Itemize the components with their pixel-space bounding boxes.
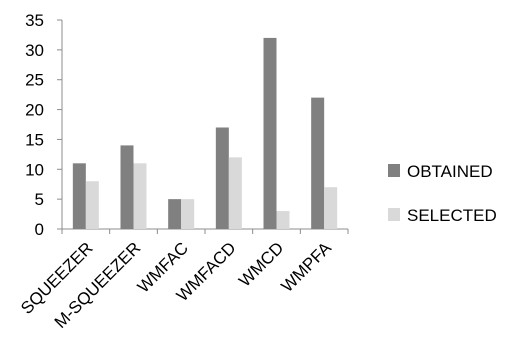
y-axis: 0 5 10 15 20 25 30 35 <box>25 11 63 239</box>
bar-obtained-wmfacd <box>215 127 229 229</box>
bar-selected-wmfacd <box>228 157 242 229</box>
category-label: M-SQUEEZER <box>51 238 145 332</box>
legend: OBTAINED SELECTED <box>388 162 497 225</box>
y-tick-label: 0 <box>35 220 44 239</box>
legend-label-obtained: OBTAINED <box>407 162 493 181</box>
bar-obtained-wmfac <box>168 199 182 229</box>
bar-obtained-m-squeezer <box>120 145 134 229</box>
bar-obtained-wmpfa <box>311 97 325 229</box>
y-tick-label: 20 <box>25 101 44 120</box>
bar-selected-m-squeezer <box>133 163 147 229</box>
legend-label-selected: SELECTED <box>407 206 497 225</box>
y-tick-label: 25 <box>25 71 44 90</box>
y-tick-label: 5 <box>35 190 44 209</box>
category-label: WMPFA <box>277 238 335 296</box>
bar-selected-wmcd <box>276 211 290 229</box>
x-axis <box>61 228 349 234</box>
y-tick-label: 35 <box>25 11 44 30</box>
y-tick-label: 30 <box>25 41 44 60</box>
bar-selected-squeezer <box>85 181 99 229</box>
bar-selected-wmpfa <box>324 187 338 229</box>
bar-obtained-wmcd <box>263 37 277 229</box>
y-tick-label: 15 <box>25 130 44 149</box>
legend-swatch-obtained <box>388 164 400 177</box>
bars <box>72 37 338 229</box>
bar-obtained-squeezer <box>72 163 86 229</box>
y-tick-label: 10 <box>25 160 44 179</box>
bar-selected-wmfac <box>181 199 195 229</box>
legend-swatch-selected <box>388 208 400 221</box>
